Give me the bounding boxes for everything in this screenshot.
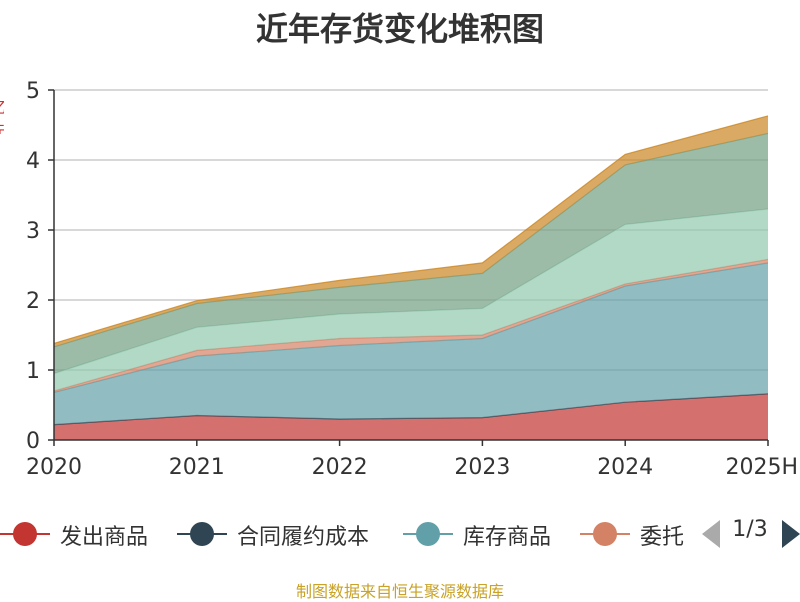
x-tick-label: 2022	[312, 455, 368, 480]
x-tick-label: 2023	[454, 455, 510, 480]
y-tick-label: 5	[26, 79, 40, 104]
source-note: 制图数据来自恒生聚源数据库	[295, 582, 504, 601]
area-series-4	[54, 209, 768, 391]
chart-title: 近年存货变化堆积图	[255, 10, 544, 48]
x-tick-label: 2021	[169, 455, 225, 480]
legend-dot-icon	[190, 522, 214, 546]
y-tick-label: 3	[26, 219, 40, 244]
area-series-3	[54, 259, 768, 393]
axes	[48, 89, 769, 446]
area-line-6	[53, 115, 769, 344]
legend: 发出商品 合同履约成本 库存商品 委托	[0, 512, 800, 556]
legend-label: 委托	[640, 525, 685, 550]
y-tick-label: 0	[26, 429, 40, 454]
legend-label: 发出商品	[60, 525, 149, 550]
y-tick-label: 4	[26, 149, 40, 174]
legend-dot-icon	[416, 522, 440, 546]
area-series-6	[54, 115, 768, 347]
x-tick-label: 2024	[597, 455, 653, 480]
legend-prev-page-icon[interactable]	[702, 520, 720, 548]
legend-dot-icon	[593, 522, 617, 546]
area-series-0	[54, 393, 768, 440]
tick-labels: 0 1 2 3 4 5 2020 2021 2022 2023 2024 2025H	[26, 79, 798, 480]
legend-dot-icon	[13, 522, 37, 546]
y-axis-unit: 亿元	[0, 94, 4, 134]
y-tick-label: 1	[26, 359, 40, 384]
legend-page-indicator: 1/3	[732, 517, 768, 542]
area-series	[53, 115, 769, 440]
x-tick-label: 2025H	[725, 455, 798, 480]
x-tick-label: 2020	[26, 455, 82, 480]
legend-label: 合同履约成本	[237, 525, 370, 550]
y-tick-label: 2	[26, 289, 40, 314]
area-series-2	[54, 262, 768, 425]
area-series-5	[54, 133, 768, 374]
legend-label: 库存商品	[463, 525, 552, 550]
legend-next-page-icon[interactable]	[782, 520, 800, 548]
